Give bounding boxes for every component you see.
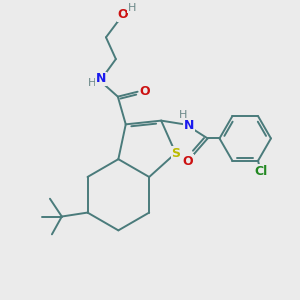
Text: H: H xyxy=(128,3,136,13)
Text: H: H xyxy=(88,78,96,88)
Text: S: S xyxy=(171,147,180,160)
Text: O: O xyxy=(183,155,193,168)
Text: N: N xyxy=(184,119,194,132)
Text: Cl: Cl xyxy=(254,165,268,178)
Text: O: O xyxy=(139,85,150,98)
Text: O: O xyxy=(118,8,128,21)
Text: H: H xyxy=(179,110,187,120)
Text: N: N xyxy=(96,72,106,86)
